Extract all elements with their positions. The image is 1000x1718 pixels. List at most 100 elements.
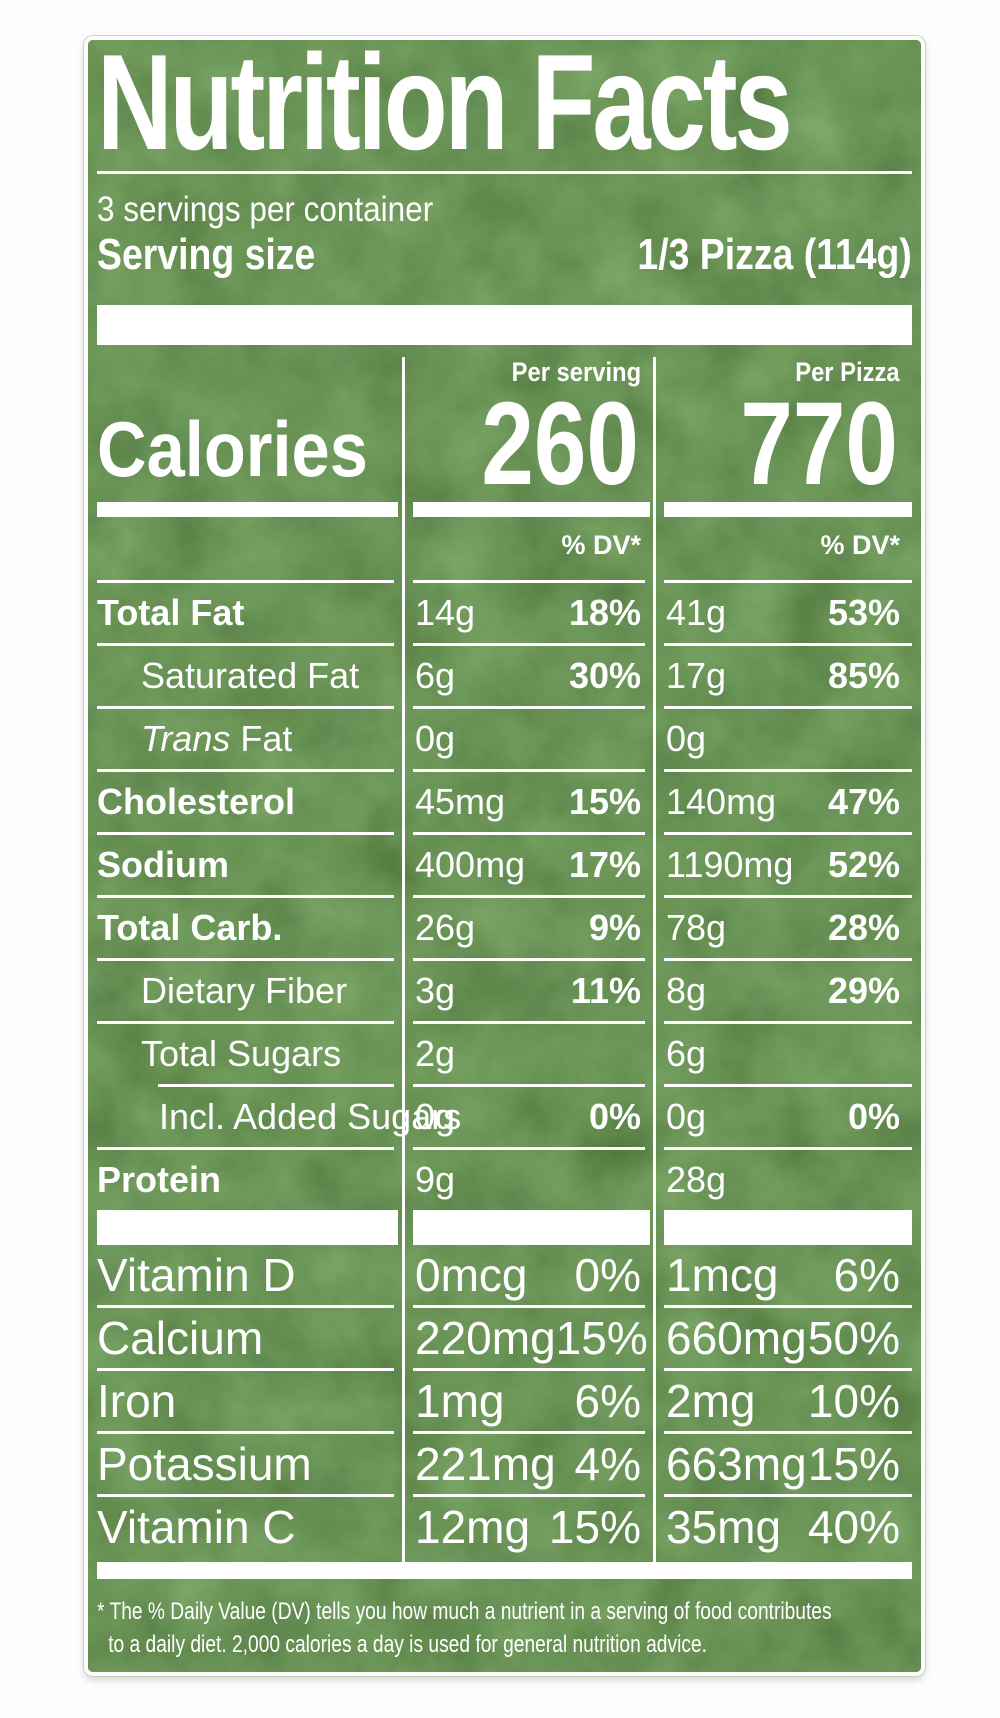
nutrient-name: Total Carb. xyxy=(97,907,283,948)
per-pizza-dv: 85% xyxy=(827,655,900,696)
separator-segment xyxy=(664,895,912,898)
row-separator xyxy=(97,580,912,583)
per-serving-amount: 0g xyxy=(415,718,456,759)
per-serving-dv: 18% xyxy=(568,592,641,633)
per-pizza-values: 28g xyxy=(653,1159,912,1201)
per-pizza-amount: 6g xyxy=(666,1033,707,1074)
per-pizza-dv: 0% xyxy=(847,1096,900,1137)
nutrient-name: Saturated Fat xyxy=(141,655,360,696)
footnote-line-2: to a daily diet. 2,000 calories a day is… xyxy=(108,1631,707,1658)
calorie-column-headers: Per serving Per Pizza xyxy=(97,345,912,387)
per-serving-dv: 30% xyxy=(568,655,641,696)
separator-segment xyxy=(664,580,912,583)
separator-segment xyxy=(97,1494,394,1497)
nutrient-name: Vitamin D xyxy=(97,1249,296,1301)
row-separator xyxy=(97,958,912,961)
per-serving-amount: 221mg xyxy=(415,1438,556,1490)
separator-segment xyxy=(97,706,394,709)
nutrient-name: Calcium xyxy=(97,1312,264,1364)
per-pizza-dv: 15% xyxy=(807,1438,900,1490)
per-pizza-values: 660mg 50% xyxy=(653,1311,912,1365)
nutrient-row: Sodium 400mg 17% 1190mg 52% xyxy=(97,835,912,895)
separator-segment xyxy=(664,1021,912,1024)
per-serving-dv: 6% xyxy=(574,1375,641,1427)
per-pizza-values: 2mg 10% xyxy=(653,1374,912,1428)
per-serving-values: 220mg 15% xyxy=(402,1311,653,1365)
separator-segment xyxy=(158,1084,394,1087)
nutrient-name: Potassium xyxy=(97,1438,312,1490)
per-pizza-dv: 52% xyxy=(827,844,900,885)
nutrient-row: Incl. Added Sugars 0g 0% 0g 0% xyxy=(97,1087,912,1147)
per-pizza-values: 17g 85% xyxy=(653,655,912,697)
per-pizza-amount: 35mg xyxy=(666,1501,782,1553)
per-pizza-values: 8g 29% xyxy=(653,970,912,1012)
row-separator xyxy=(97,1305,912,1308)
per-serving-amount: 400mg xyxy=(415,844,526,885)
dv-header-per-serving: % DV* xyxy=(561,530,641,560)
per-pizza-amount: 140mg xyxy=(666,781,777,822)
row-separator xyxy=(97,643,912,646)
per-pizza-values: 35mg 40% xyxy=(653,1500,912,1554)
separator-segment xyxy=(664,1305,912,1308)
separator-segment xyxy=(97,1431,394,1434)
nutrient-name: Iron xyxy=(97,1375,177,1427)
separator-segment xyxy=(664,1368,912,1371)
separator-segment xyxy=(97,1368,394,1371)
nutrient-row: Cholesterol 45mg 15% 140mg 47% xyxy=(97,772,912,832)
nutrient-name: Cholesterol xyxy=(97,781,296,822)
per-serving-amount: 6g xyxy=(415,655,456,696)
nutrient-name: Incl. Added Sugars xyxy=(159,1096,462,1137)
separator-segment xyxy=(413,832,645,835)
column-divider-1 xyxy=(402,357,405,1562)
row-separator xyxy=(97,1368,912,1371)
row-separator xyxy=(97,1084,912,1087)
row-separator xyxy=(97,769,912,772)
per-serving-values: 1mg 6% xyxy=(402,1374,653,1428)
per-pizza-amount: 41g xyxy=(666,592,727,633)
separator-segment xyxy=(97,1021,394,1024)
calories-per-pizza-value: 770 xyxy=(740,378,898,510)
column-divider-2 xyxy=(653,357,656,1562)
per-pizza-dv: 28% xyxy=(827,907,900,948)
separator-segment xyxy=(664,832,912,835)
per-serving-dv: 17% xyxy=(568,844,641,885)
per-pizza-amount: 0g xyxy=(666,718,707,759)
servings-per-container-text: 3 servings per container xyxy=(97,190,434,229)
per-pizza-amount: 1190mg xyxy=(666,844,794,885)
separator-segment xyxy=(413,706,645,709)
separator-segment xyxy=(413,1431,645,1434)
per-serving-dv: 11% xyxy=(570,970,641,1011)
macronutrient-rows: Total Fat 14g 18% 41g 53% Saturated Fat … xyxy=(97,580,912,1210)
nutrient-name: Protein xyxy=(97,1159,222,1200)
per-pizza-values: 6g xyxy=(653,1033,912,1075)
per-pizza-values: 0g 0% xyxy=(653,1096,912,1138)
per-pizza-dv: 29% xyxy=(827,970,900,1011)
per-pizza-amount: 8g xyxy=(666,970,707,1011)
per-serving-values: 6g 30% xyxy=(402,655,653,697)
nutrient-row: Total Carb. 26g 9% 78g 28% xyxy=(97,898,912,958)
separator-segment xyxy=(664,958,912,961)
per-pizza-amount: 1mcg xyxy=(666,1249,779,1301)
per-pizza-header: Per Pizza xyxy=(795,357,900,387)
per-serving-values: 400mg 17% xyxy=(402,844,653,886)
per-serving-values: 2g xyxy=(402,1033,653,1075)
separator-segment xyxy=(97,895,394,898)
per-serving-values: 26g 9% xyxy=(402,907,653,949)
per-serving-amount: 26g xyxy=(415,907,476,948)
calories-label: Calories xyxy=(97,405,368,493)
nutrient-row: Vitamin C 12mg 15% 35mg 40% xyxy=(97,1497,912,1557)
daily-value-header-row: % DV* % DV* xyxy=(97,517,912,580)
per-serving-dv: 4% xyxy=(574,1438,641,1490)
per-serving-header: Per serving xyxy=(511,357,641,387)
per-pizza-dv: 6% xyxy=(833,1249,900,1301)
dv-header-spacer xyxy=(97,530,402,560)
per-pizza-dv: 53% xyxy=(827,592,900,633)
middle-bar-segment xyxy=(413,1210,650,1245)
row-separator xyxy=(97,1431,912,1434)
label-content: Nutrition Facts 3 servings per container… xyxy=(88,40,921,1672)
per-serving-values: 0mcg 0% xyxy=(402,1248,653,1302)
footnote-line-1: * The % Daily Value (DV) tells you how m… xyxy=(97,1598,832,1625)
per-serving-amount: 1mg xyxy=(415,1375,505,1427)
separator-segment xyxy=(413,1084,645,1087)
